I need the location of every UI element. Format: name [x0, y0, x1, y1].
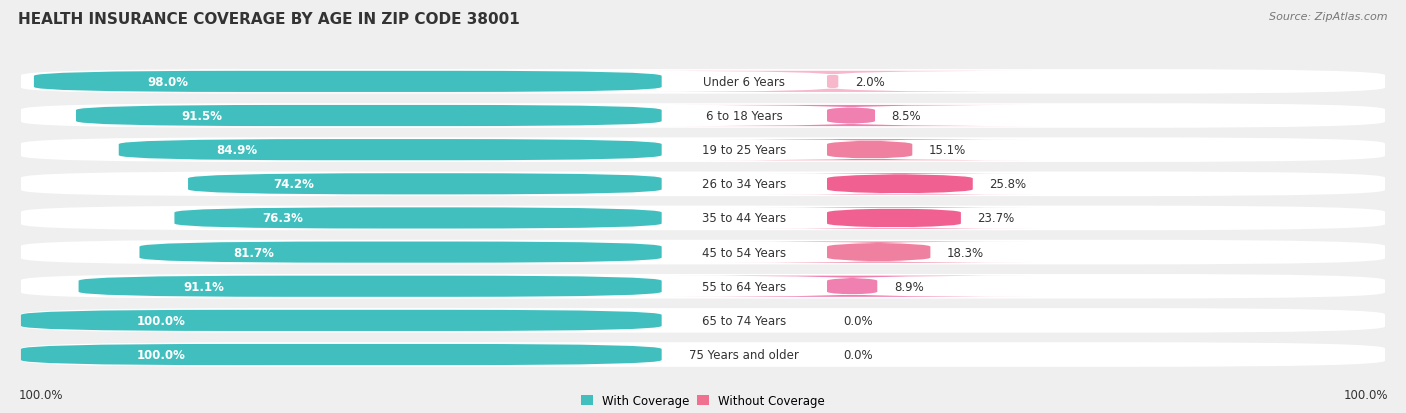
FancyBboxPatch shape: [188, 174, 662, 195]
Text: HEALTH INSURANCE COVERAGE BY AGE IN ZIP CODE 38001: HEALTH INSURANCE COVERAGE BY AGE IN ZIP …: [18, 12, 520, 27]
Text: 74.2%: 74.2%: [273, 178, 314, 191]
FancyBboxPatch shape: [754, 208, 1033, 229]
FancyBboxPatch shape: [21, 342, 1385, 367]
FancyBboxPatch shape: [671, 276, 1033, 297]
FancyBboxPatch shape: [21, 274, 1385, 299]
Text: 76.3%: 76.3%: [262, 212, 304, 225]
FancyBboxPatch shape: [766, 174, 1033, 195]
FancyBboxPatch shape: [21, 309, 1385, 333]
Text: 23.7%: 23.7%: [977, 212, 1015, 225]
Text: 15.1%: 15.1%: [929, 144, 966, 157]
FancyBboxPatch shape: [668, 106, 1033, 127]
FancyBboxPatch shape: [21, 310, 662, 331]
Text: 8.5%: 8.5%: [891, 110, 921, 123]
FancyBboxPatch shape: [79, 276, 662, 297]
FancyBboxPatch shape: [21, 206, 1385, 231]
Text: 100.0%: 100.0%: [136, 348, 186, 361]
Text: 26 to 34 Years: 26 to 34 Years: [702, 178, 786, 191]
FancyBboxPatch shape: [21, 70, 1385, 95]
Text: 84.9%: 84.9%: [217, 144, 257, 157]
FancyBboxPatch shape: [631, 71, 1033, 93]
Text: 91.5%: 91.5%: [181, 110, 222, 123]
Text: 8.9%: 8.9%: [894, 280, 924, 293]
FancyBboxPatch shape: [21, 240, 1385, 265]
Text: Under 6 Years: Under 6 Years: [703, 76, 786, 89]
Text: 35 to 44 Years: 35 to 44 Years: [702, 212, 786, 225]
Text: 81.7%: 81.7%: [233, 246, 274, 259]
Text: 65 to 74 Years: 65 to 74 Years: [702, 314, 786, 327]
Text: 91.1%: 91.1%: [184, 280, 225, 293]
Text: 100.0%: 100.0%: [1343, 388, 1388, 401]
FancyBboxPatch shape: [21, 104, 1385, 128]
FancyBboxPatch shape: [76, 106, 662, 127]
FancyBboxPatch shape: [21, 172, 1385, 197]
Text: 25.8%: 25.8%: [990, 178, 1026, 191]
FancyBboxPatch shape: [21, 344, 662, 365]
Text: 98.0%: 98.0%: [146, 76, 188, 89]
FancyBboxPatch shape: [118, 140, 662, 161]
Text: 6 to 18 Years: 6 to 18 Years: [706, 110, 783, 123]
Text: Source: ZipAtlas.com: Source: ZipAtlas.com: [1270, 12, 1388, 22]
FancyBboxPatch shape: [174, 208, 662, 229]
Text: 75 Years and older: 75 Years and older: [689, 348, 799, 361]
Text: 100.0%: 100.0%: [18, 388, 63, 401]
Text: 18.3%: 18.3%: [946, 246, 984, 259]
Text: 19 to 25 Years: 19 to 25 Years: [702, 144, 786, 157]
Text: 0.0%: 0.0%: [844, 348, 873, 361]
Text: 0.0%: 0.0%: [844, 314, 873, 327]
Text: 100.0%: 100.0%: [136, 314, 186, 327]
Text: 45 to 54 Years: 45 to 54 Years: [702, 246, 786, 259]
FancyBboxPatch shape: [724, 242, 1033, 263]
FancyBboxPatch shape: [34, 71, 662, 93]
Text: 2.0%: 2.0%: [855, 76, 884, 89]
Text: 55 to 64 Years: 55 to 64 Years: [702, 280, 786, 293]
Legend: With Coverage, Without Coverage: With Coverage, Without Coverage: [581, 394, 825, 407]
FancyBboxPatch shape: [139, 242, 662, 263]
FancyBboxPatch shape: [706, 140, 1033, 161]
FancyBboxPatch shape: [21, 138, 1385, 163]
